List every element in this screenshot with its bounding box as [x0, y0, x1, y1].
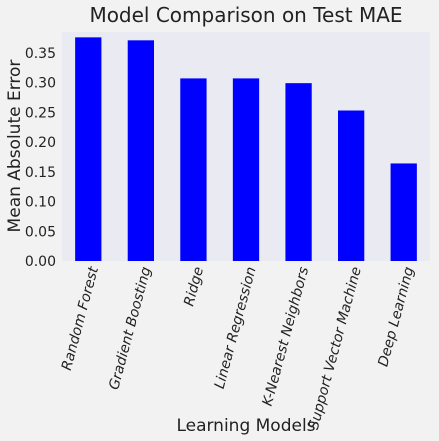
y-tick-label: 0.15 [25, 165, 56, 181]
y-tick-label: 0.30 [25, 76, 56, 92]
bar-ridge [180, 78, 207, 261]
bar-k-nearest-neighbors [285, 83, 312, 261]
y-tick-label: 0.10 [25, 195, 56, 211]
bar-gradient-boosting [127, 40, 154, 262]
y-tick-label: 0.05 [25, 224, 56, 240]
bars [75, 37, 417, 262]
bar-deep-learning [390, 163, 417, 261]
y-tick-label: 0.35 [25, 46, 56, 62]
bar-support-vector-machine [338, 110, 365, 261]
x-axis-label: Learning Models [176, 416, 315, 436]
y-axis-ticks: 0.00 0.05 0.10 0.15 0.20 0.25 0.30 0.35 [25, 46, 56, 270]
y-tick-label: 0.25 [25, 105, 56, 121]
bar-random-forest [75, 37, 102, 262]
bar-linear-regression [232, 78, 260, 261]
y-axis-label: Mean Absolute Error [5, 60, 25, 233]
chart-title: Model Comparison on Test MAE [89, 3, 402, 27]
y-tick-label: 0.20 [25, 135, 56, 151]
y-tick-label: 0.00 [25, 254, 56, 270]
